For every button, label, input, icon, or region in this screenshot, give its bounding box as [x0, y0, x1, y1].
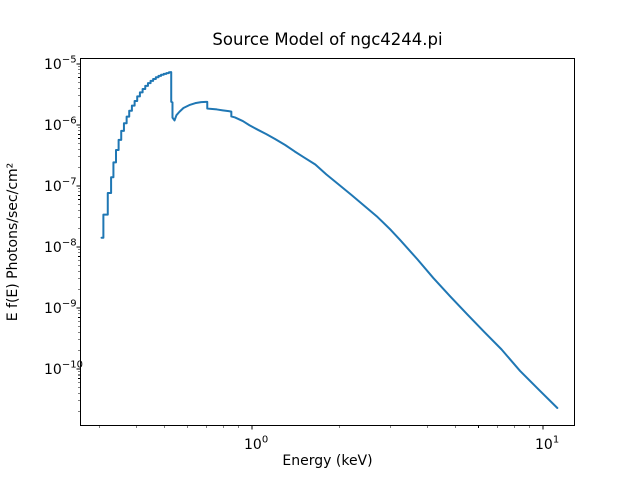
x-tick-label: 100 — [244, 435, 268, 454]
y-tick-label: 10−8 — [44, 238, 77, 257]
axis-tick-labels: 100 101 10−5 10−6 10−7 10−8 10−9 10−10 — [44, 54, 559, 453]
y-tick-label: 10−6 — [44, 116, 77, 135]
x-axis-label: Energy (keV) — [282, 453, 372, 469]
axes-spines — [80, 58, 575, 426]
spectrum-line — [100, 71, 559, 409]
y-tick-label: 10−5 — [44, 54, 77, 73]
y-tick-label: 10−9 — [44, 299, 77, 318]
axis-ticks — [76, 63, 544, 430]
spectrum-curve — [100, 71, 559, 409]
y-tick-label: 10−10 — [44, 360, 83, 379]
plot-title: Source Model of ngc4244.pi — [212, 30, 442, 49]
y-axis-label: E f(E) Photons/sec/cm² — [5, 163, 21, 322]
x-tick-label: 101 — [535, 435, 559, 454]
y-tick-label: 10−7 — [44, 177, 77, 196]
